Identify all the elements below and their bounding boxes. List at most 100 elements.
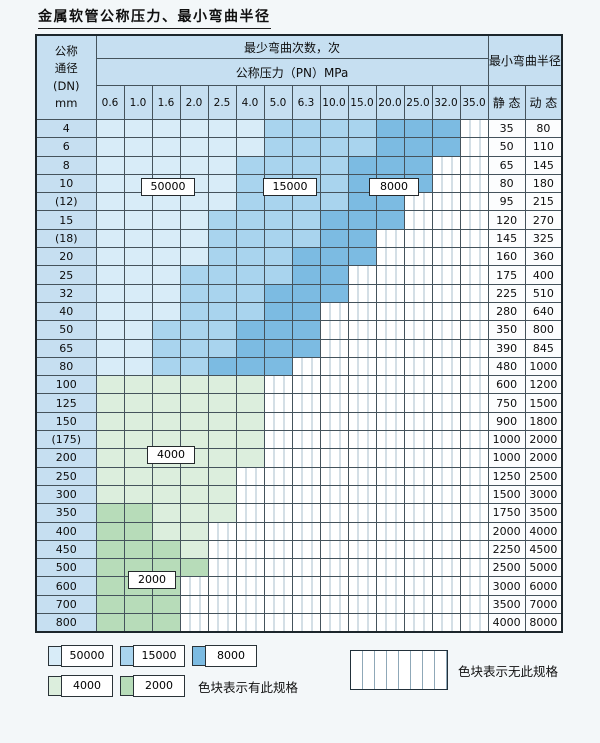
table-row: 350 1750 3500	[35, 503, 563, 523]
dn-cell: 125	[35, 393, 97, 413]
no-spec-cell	[235, 613, 265, 633]
spec-cell-4000	[151, 484, 181, 505]
spec-cell-4000	[151, 503, 181, 523]
spec-cell-4000	[207, 466, 237, 486]
no-spec-cell	[403, 484, 433, 505]
no-spec-cell	[375, 558, 405, 578]
spec-cell-15000	[207, 228, 237, 249]
spec-cell-4000	[207, 375, 237, 395]
spec-cell-15000	[319, 118, 349, 139]
legend-value: 4000	[61, 675, 113, 697]
no-spec-cell	[431, 247, 461, 267]
no-spec-cell	[347, 466, 377, 486]
spec-cell-2000	[123, 521, 153, 541]
no-spec-note: 色块表示无此规格	[458, 663, 559, 679]
dn-cell: 32	[35, 283, 97, 303]
pressure-value-header: 15.0	[347, 85, 377, 120]
no-spec-cell	[375, 393, 405, 413]
spec-cell-4000	[179, 539, 209, 560]
spec-cell-4000	[207, 484, 237, 505]
no-spec-cell	[319, 411, 349, 432]
dynamic-radius-cell: 4500	[524, 539, 563, 560]
table-row: 25 175 400	[35, 265, 563, 285]
no-spec-cell	[459, 173, 489, 194]
no-spec-cell	[235, 521, 265, 541]
spec-cell-50000	[95, 265, 125, 285]
spec-cell-4000	[95, 411, 125, 432]
dn-cell: 25	[35, 265, 97, 285]
legend-row-1: 50000 15000 8000	[48, 645, 257, 667]
no-spec-legend: 色块表示无此规格	[350, 650, 558, 690]
no-spec-cell	[375, 283, 405, 303]
no-spec-cell	[459, 558, 489, 578]
dn-cell: 4	[35, 118, 97, 139]
pressure-value-header: 25.0	[403, 85, 433, 120]
spec-cell-2000	[123, 503, 153, 523]
spec-cell-50000	[95, 301, 125, 322]
spec-cell-2000	[95, 503, 125, 523]
spec-cell-4000	[207, 411, 237, 432]
no-spec-cell	[319, 558, 349, 578]
no-spec-cell	[403, 594, 433, 615]
no-spec-cell	[347, 265, 377, 285]
no-spec-cell	[375, 356, 405, 377]
no-spec-cell	[431, 466, 461, 486]
pressure-value-header: 0.6	[95, 85, 125, 120]
no-spec-cell	[375, 594, 405, 615]
static-radius-cell: 350	[487, 320, 526, 340]
spec-cell-2000	[123, 594, 153, 615]
no-spec-cell	[403, 558, 433, 578]
dynamic-radius-cell: 1800	[524, 411, 563, 432]
spec-cell-15000	[235, 173, 265, 194]
spec-cell-2000	[151, 613, 181, 633]
spec-cell-4000	[235, 393, 265, 413]
spec-cell-50000	[95, 247, 125, 267]
spec-cell-4000	[123, 411, 153, 432]
spec-cell-8000	[319, 247, 349, 267]
spec-cell-8000	[375, 137, 405, 157]
spec-cell-4000	[235, 375, 265, 395]
spec-cell-50000	[95, 118, 125, 139]
no-spec-cell	[319, 301, 349, 322]
spec-cell-8000	[263, 320, 293, 340]
no-spec-cell	[319, 448, 349, 468]
spec-cell-15000	[151, 338, 181, 358]
no-spec-cell	[375, 265, 405, 285]
spec-cell-15000	[207, 320, 237, 340]
table-row: 200 1000 2000	[35, 448, 563, 468]
dn-cell: (18)	[35, 228, 97, 249]
spec-cell-8000	[347, 210, 377, 230]
no-spec-cell	[459, 539, 489, 560]
spec-cell-15000	[263, 247, 293, 267]
no-spec-cell	[403, 393, 433, 413]
no-spec-cell	[431, 539, 461, 560]
no-spec-cell	[459, 521, 489, 541]
spec-cell-50000	[123, 137, 153, 157]
spec-cell-50000	[123, 301, 153, 322]
no-spec-cell	[319, 521, 349, 541]
no-spec-cell	[347, 338, 377, 358]
spec-cell-4000	[95, 393, 125, 413]
dn-cell: 100	[35, 375, 97, 395]
pressure-value-header: 2.0	[179, 85, 209, 120]
static-radius-cell: 1000	[487, 448, 526, 468]
bend-count-header: 最少弯曲次数，次	[95, 34, 489, 59]
spec-cell-50000	[207, 173, 237, 194]
no-spec-cell	[319, 613, 349, 633]
spec-cell-15000	[207, 283, 237, 303]
no-spec-cell	[375, 430, 405, 450]
spec-cell-4000	[151, 393, 181, 413]
spec-cell-8000	[431, 118, 461, 139]
dn-cell: 800	[35, 613, 97, 633]
spec-cell-50000	[123, 283, 153, 303]
table-row: (12) 95 215	[35, 192, 563, 212]
spec-cell-50000	[235, 137, 265, 157]
no-spec-cell	[431, 576, 461, 596]
no-spec-cell	[291, 448, 321, 468]
spec-cell-15000	[235, 228, 265, 249]
no-spec-cell	[347, 521, 377, 541]
spec-cell-50000	[151, 192, 181, 212]
no-spec-cell	[291, 375, 321, 395]
static-radius-cell: 750	[487, 393, 526, 413]
spec-cell-50000	[179, 137, 209, 157]
